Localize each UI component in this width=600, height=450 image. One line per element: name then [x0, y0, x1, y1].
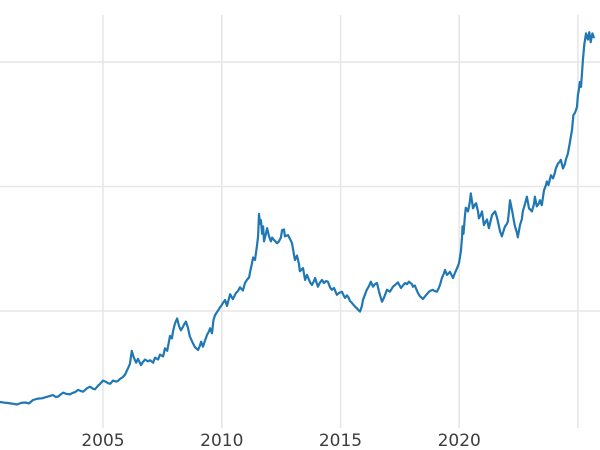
x-tick-label-2015: 2015 — [319, 431, 362, 450]
x-tick-label-2020: 2020 — [438, 431, 481, 450]
x-tick-label-2005: 2005 — [81, 431, 124, 450]
x-tick-label-2010: 2010 — [200, 431, 243, 450]
price-line-series — [0, 31, 595, 406]
horizontal-gridlines — [0, 61, 600, 312]
vertical-gridlines — [102, 15, 579, 428]
x-axis-tick-labels: 2005 2010 2015 2020 — [81, 431, 480, 450]
